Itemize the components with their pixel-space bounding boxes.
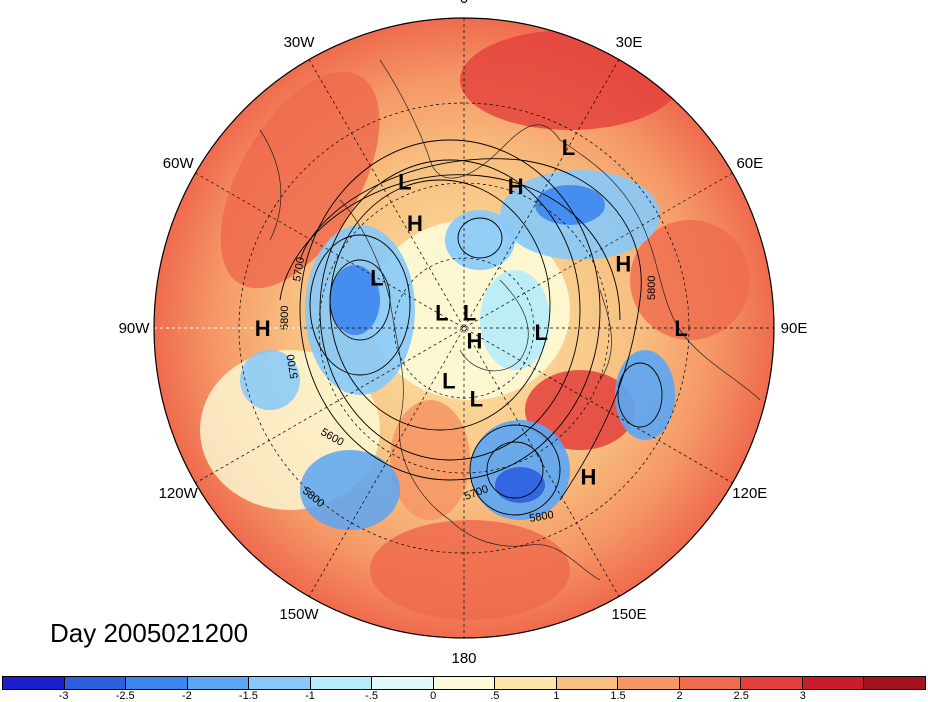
longitude-label: 0 — [460, 0, 468, 7]
low-pressure-marker: L — [398, 170, 411, 195]
high-pressure-marker: H — [581, 464, 597, 489]
longitude-label: 30W — [284, 34, 316, 51]
longitude-label: 120E — [732, 485, 767, 502]
colorbar-tick-label: -1.5 — [238, 690, 258, 702]
high-pressure-marker: H — [615, 252, 631, 277]
high-pressure-marker: H — [255, 316, 271, 341]
colorbar-cell — [741, 677, 803, 689]
longitude-label: 90E — [781, 320, 808, 337]
colorbar-cell — [802, 677, 865, 689]
low-pressure-marker: L — [463, 301, 476, 326]
longitude-label: 150E — [611, 606, 646, 623]
low-pressure-marker: L — [562, 135, 575, 160]
longitude-label: 180 — [451, 650, 476, 667]
longitude-label: 90W — [119, 320, 151, 337]
low-pressure-marker: L — [534, 320, 547, 345]
colorbar-cell — [3, 677, 65, 689]
colorbar-cell — [433, 677, 496, 689]
longitude-labels: 90E 60E 30E 0 30W 60W 90W 120W 150W 180 150E 120E — [119, 0, 808, 667]
colorbar-cell — [679, 677, 742, 689]
map-boundary — [153, 17, 775, 639]
colorbar-ticks: -3 -2.5 -2 -1.5 -1 -.5 0 .5 1 1.5 2 2.5 3 — [2, 690, 926, 702]
colorbar-cell — [864, 677, 925, 689]
colorbar-tick-label: -3 — [58, 690, 69, 702]
colorbar-tick-label: -1 — [305, 690, 315, 702]
colorbar-tick-label: -2.5 — [115, 690, 135, 702]
colorbar-cell — [556, 677, 619, 689]
longitude-label: 60E — [736, 155, 763, 172]
polar-stereographic-map: 5700 5800 5700 5600 5800 5700 5800 5800 … — [119, 0, 808, 667]
contour-labels: 5700 5800 5700 5600 5800 5700 5800 5800 — [279, 256, 658, 525]
colorbar-tick-label: -2 — [181, 690, 192, 702]
contour-label: 5800 — [646, 276, 658, 300]
colorbar-tick-label: 1 — [553, 690, 560, 702]
anomaly-field — [154, 18, 774, 638]
colorbar-tick-label: 2 — [676, 690, 683, 702]
low-pressure-marker: L — [442, 369, 455, 394]
colorbar-cell — [495, 677, 557, 689]
longitude-label: 60W — [163, 155, 195, 172]
colorbar-cell — [126, 677, 188, 689]
low-pressure-marker: L — [674, 316, 687, 341]
contour-label: 5800 — [279, 306, 291, 330]
longitude-label: 120W — [159, 485, 199, 502]
high-pressure-marker: H — [508, 174, 524, 199]
colorbar-tick-label: 1.5 — [610, 690, 626, 702]
longitude-label: 30E — [616, 34, 643, 51]
map-title: Day 2005021200 — [50, 618, 249, 648]
low-pressure-marker: L — [435, 300, 448, 325]
colorbar-cell — [618, 677, 680, 689]
low-pressure-marker: L — [470, 387, 483, 412]
colorbar-cell — [249, 677, 311, 689]
colorbar-cell — [310, 677, 373, 689]
low-pressure-marker: L — [370, 266, 383, 291]
graticule — [154, 18, 774, 638]
colorbar-tick-label: -.5 — [365, 690, 379, 702]
longitude-label: 150W — [279, 606, 319, 623]
colorbar-tick-label: 0 — [430, 690, 437, 702]
height-contours — [279, 139, 663, 516]
colorbar-tick-label: 2.5 — [733, 690, 749, 702]
coastlines — [259, 59, 761, 581]
contour-label: 5700 — [291, 256, 307, 282]
contour-label: 5800 — [528, 509, 554, 525]
contour-label: 5700 — [285, 353, 301, 379]
high-pressure-marker: H — [407, 211, 423, 236]
high-pressure-marker: H — [466, 328, 482, 353]
colorbar-cell — [187, 677, 250, 689]
colorbar-tick-label: .5 — [490, 690, 500, 702]
colorbar-cell — [372, 677, 434, 689]
colorbar-tick-label: 3 — [799, 690, 806, 702]
colorbar — [2, 676, 926, 690]
colorbar-cell — [64, 677, 127, 689]
